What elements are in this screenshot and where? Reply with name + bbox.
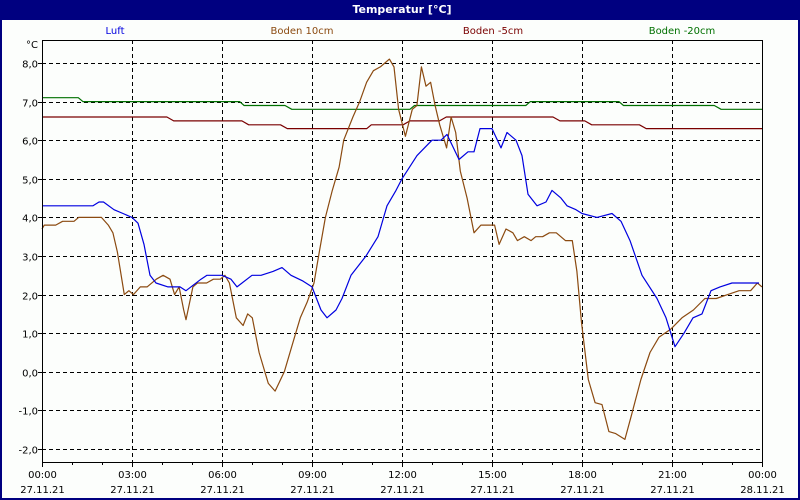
plot-area [38,40,763,467]
y-unit-label: °C [26,40,38,51]
x-tick-time: 00:00 [28,470,57,481]
legend-boden-5cm: Boden -5cm [463,26,523,37]
series-boden-10cm [41,58,763,440]
x-tick-time: 18:00 [568,470,597,481]
x-tick-date: 27.11.21 [380,485,425,496]
x-tick-time: 09:00 [298,470,327,481]
y-tick-label: 2,0 [22,292,38,303]
x-tick-time: 03:00 [118,470,147,481]
y-tick-label: -2,0 [18,446,38,457]
y-tick-label: 4,0 [22,214,38,225]
x-tick-date: 27.11.21 [470,485,515,496]
legend-luft: Luft [106,26,125,37]
x-tick-date: 27.11.21 [110,485,155,496]
x-tick-time: 12:00 [388,470,417,481]
x-tick-date: 27.11.21 [650,485,695,496]
x-tick-date: 28.11.21 [740,485,785,496]
window-title: Temperatur [°C] [2,0,800,20]
x-tick-time: 15:00 [478,470,507,481]
y-tick-label: 8,0 [22,60,38,71]
x-tick-date: 27.11.21 [200,485,245,496]
y-tick-label: 6,0 [22,137,38,148]
y-tick-label: 0,0 [22,369,38,380]
series-boden-5cm [42,116,762,130]
legend-boden-10cm: Boden 10cm [271,26,334,37]
y-tick-label: -1,0 [18,407,38,418]
y-tick-label: 5,0 [22,176,38,187]
x-tick-date: 27.11.21 [290,485,335,496]
y-tick-label: 1,0 [22,330,38,341]
x-tick-time: 00:00 [748,470,777,481]
plot-frame [42,40,763,463]
legend-boden-20cm: Boden -20cm [649,26,716,37]
x-tick-time: 21:00 [658,470,687,481]
x-tick-time: 06:00 [208,470,237,481]
series-boden-20cm [42,97,762,110]
series-luft [42,128,759,348]
x-tick-date: 27.11.21 [20,485,65,496]
y-tick-label: 3,0 [22,253,38,264]
x-tick-date: 27.11.21 [560,485,605,496]
y-tick-label: 7,0 [22,99,38,110]
